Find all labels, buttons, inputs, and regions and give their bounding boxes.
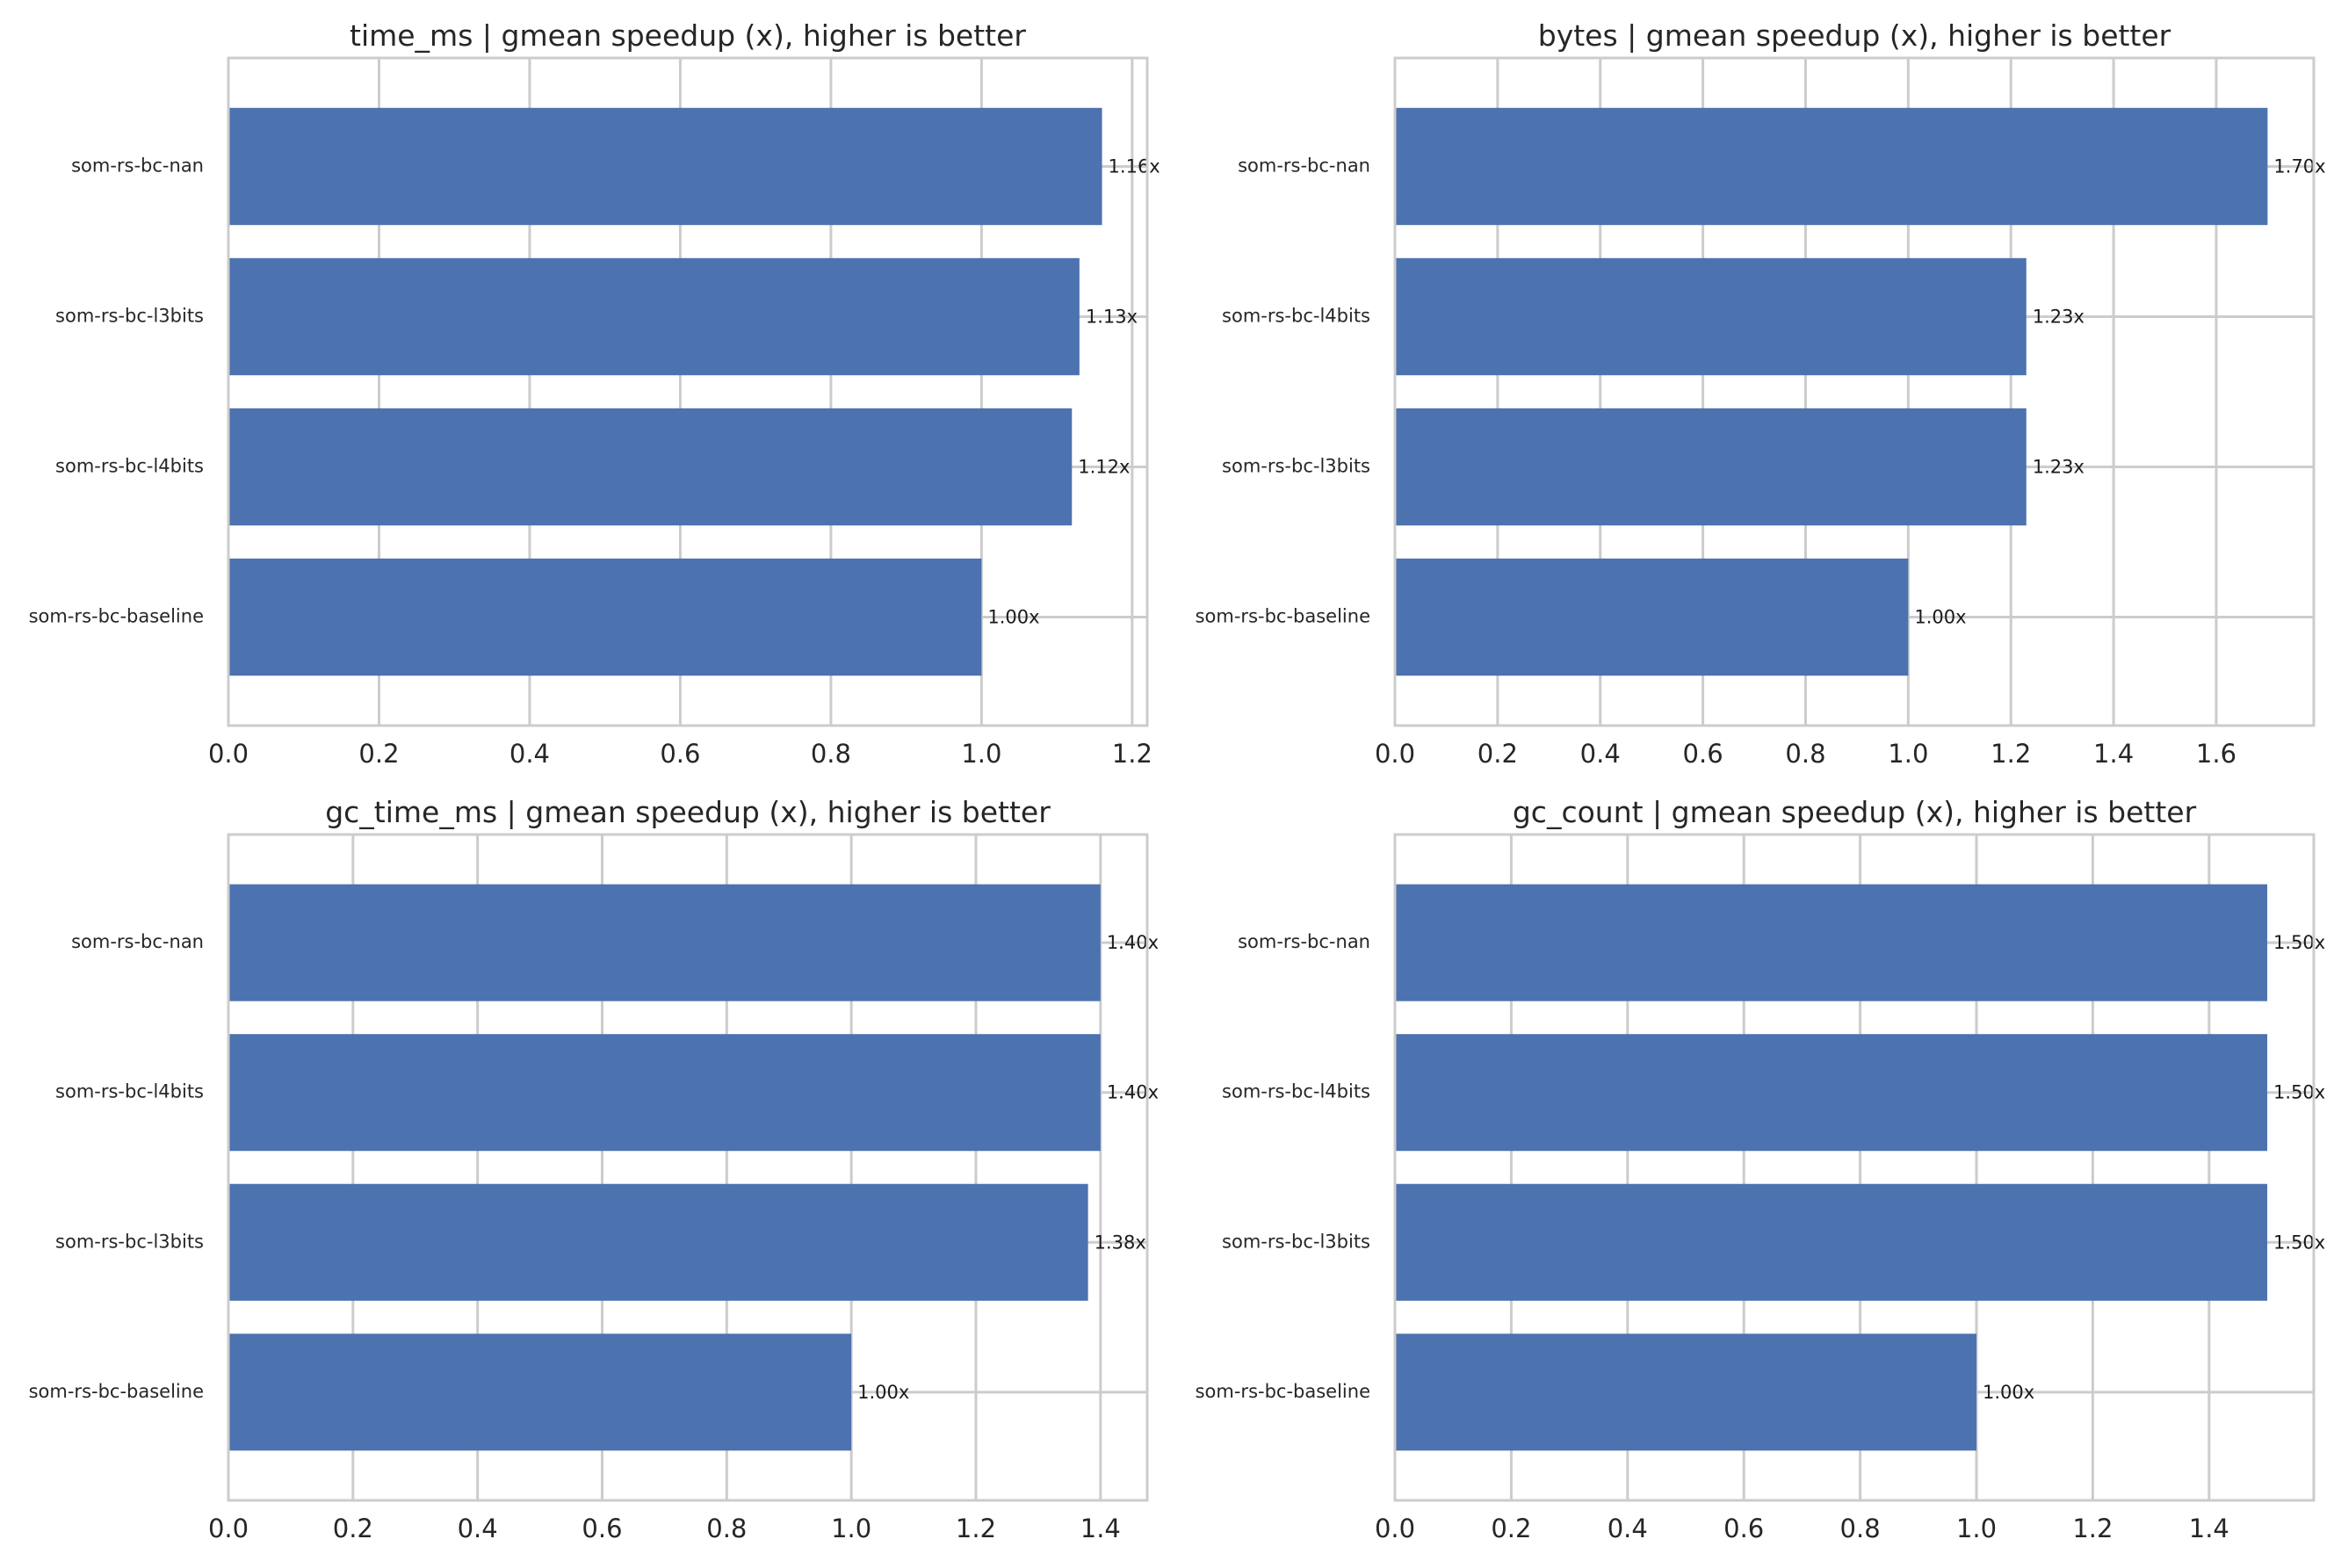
bar: [228, 408, 1073, 526]
data-label: 1.00x: [987, 607, 1039, 628]
x-tick-label: 0.4: [1580, 739, 1621, 769]
data-label: 1.23x: [2033, 307, 2085, 328]
y-tick-label: som-rs-bc-l4bits: [1222, 1081, 1370, 1102]
y-tick-label: som-rs-bc-baseline: [1196, 1381, 1370, 1402]
y-tick-label: som-rs-bc-baseline: [29, 1381, 204, 1402]
chart-panel-time-ms: time_ms | gmean speedup (x), higher is b…: [29, 18, 1160, 769]
x-tick-label: 1.0: [1888, 739, 1928, 769]
x-tick-label: 0.2: [358, 739, 399, 769]
y-tick-label: som-rs-bc-l4bits: [55, 1081, 204, 1102]
x-tick-label: 0.0: [1375, 739, 1415, 769]
y-tick-label: som-rs-bc-l4bits: [1222, 306, 1370, 327]
data-label: 1.50x: [2273, 1082, 2325, 1103]
bar: [228, 107, 1102, 226]
data-label: 1.38x: [1095, 1232, 1146, 1253]
x-tick-label: 1.4: [2093, 739, 2134, 769]
y-tick-label: som-rs-bc-l4bits: [55, 456, 204, 477]
data-label: 1.12x: [1078, 457, 1130, 478]
x-tick-label: 1.0: [831, 1514, 871, 1543]
chart-panel-gc-time-ms: gc_time_ms | gmean speedup (x), higher i…: [29, 795, 1159, 1543]
x-tick-label: 0.2: [1478, 739, 1518, 769]
y-tick-label: som-rs-bc-l3bits: [1222, 456, 1370, 477]
x-tick-label: 0.4: [509, 739, 550, 769]
plot-frame: [1393, 833, 2316, 1502]
data-label: 1.16x: [1109, 156, 1160, 177]
x-tick-label: 1.2: [2072, 1514, 2113, 1543]
x-tick-label: 1.0: [961, 739, 1001, 769]
bar: [1395, 1333, 1977, 1451]
x-tick-label: 0.4: [1608, 1514, 1648, 1543]
bar: [1395, 884, 2268, 1001]
x-tick-label: 0.0: [208, 739, 249, 769]
data-label: 1.00x: [1914, 607, 1966, 628]
plot-frame: [227, 56, 1149, 727]
x-tick-label: 0.6: [1683, 739, 1723, 769]
bar: [1395, 1183, 2268, 1301]
x-tick-label: 0.8: [706, 1514, 747, 1543]
chart-title: bytes | gmean speedup (x), higher is bet…: [1538, 18, 2171, 53]
bar: [1395, 558, 1909, 676]
data-label: 1.70x: [2273, 156, 2325, 177]
bar: [228, 558, 982, 676]
bar: [228, 1333, 852, 1451]
x-tick-label: 0.8: [811, 739, 851, 769]
data-label: 1.00x: [857, 1382, 909, 1403]
y-tick-label: som-rs-bc-nan: [71, 931, 204, 952]
bar: [1395, 408, 2027, 526]
chart-panel-gc-count: gc_count | gmean speedup (x), higher is …: [1196, 795, 2326, 1543]
x-tick-label: 0.8: [1840, 1514, 1881, 1543]
plot-frame: [227, 833, 1149, 1502]
x-tick-label: 1.2: [1991, 739, 2031, 769]
y-tick-label: som-rs-bc-l3bits: [55, 306, 204, 327]
x-tick-label: 0.6: [582, 1514, 622, 1543]
y-tick-label: som-rs-bc-l3bits: [1222, 1231, 1370, 1252]
y-tick-label: som-rs-bc-nan: [71, 155, 204, 177]
bar: [1395, 107, 2268, 226]
x-tick-label: 1.6: [2196, 739, 2236, 769]
data-label: 1.00x: [1983, 1382, 2034, 1403]
x-tick-label: 0.2: [333, 1514, 373, 1543]
y-tick-label: som-rs-bc-nan: [1238, 931, 1370, 952]
x-tick-label: 1.2: [1112, 739, 1152, 769]
x-tick-label: 1.0: [1956, 1514, 1997, 1543]
chart-title: gc_time_ms | gmean speedup (x), higher i…: [325, 795, 1051, 829]
x-tick-label: 0.6: [660, 739, 700, 769]
y-tick-label: som-rs-bc-nan: [1238, 155, 1370, 177]
x-tick-label: 1.2: [956, 1514, 996, 1543]
x-tick-label: 1.4: [2189, 1514, 2229, 1543]
chart-title: gc_count | gmean speedup (x), higher is …: [1513, 795, 2197, 829]
y-tick-label: som-rs-bc-baseline: [1196, 606, 1370, 627]
bar: [228, 884, 1101, 1001]
chart-title: time_ms | gmean speedup (x), higher is b…: [350, 18, 1026, 53]
data-label: 1.23x: [2033, 457, 2085, 478]
data-label: 1.40x: [1107, 1082, 1159, 1103]
bar: [228, 257, 1080, 376]
x-tick-label: 0.4: [458, 1514, 498, 1543]
x-tick-label: 0.8: [1785, 739, 1825, 769]
data-label: 1.50x: [2273, 932, 2325, 953]
data-label: 1.50x: [2273, 1232, 2325, 1253]
x-tick-label: 0.2: [1491, 1514, 1531, 1543]
x-tick-label: 1.4: [1080, 1514, 1121, 1543]
y-tick-label: som-rs-bc-baseline: [29, 606, 204, 627]
bar: [228, 1183, 1088, 1301]
x-tick-label: 0.6: [1723, 1514, 1764, 1543]
y-tick-label: som-rs-bc-l3bits: [55, 1231, 204, 1252]
bar: [1395, 257, 2027, 376]
data-label: 1.40x: [1107, 932, 1159, 953]
bar: [1395, 1034, 2268, 1152]
x-tick-label: 0.0: [1375, 1514, 1415, 1543]
chart-panel-bytes: bytes | gmean speedup (x), higher is bet…: [1196, 18, 2326, 769]
bar: [228, 1034, 1101, 1152]
x-tick-label: 0.0: [208, 1514, 249, 1543]
data-label: 1.13x: [1086, 307, 1138, 328]
plot-frame: [1393, 56, 2316, 727]
